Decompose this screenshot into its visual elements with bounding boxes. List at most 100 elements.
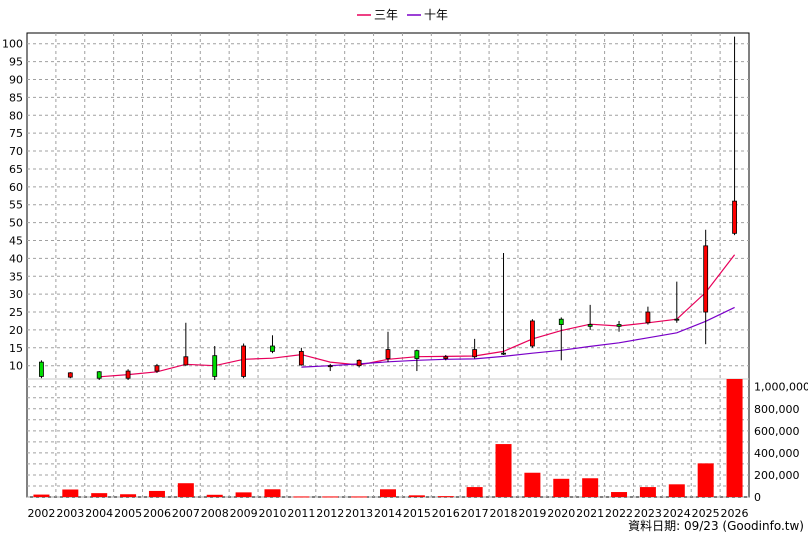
candle-body <box>183 356 189 366</box>
price-tick-label: 80 <box>9 109 23 122</box>
candle-body <box>443 356 449 359</box>
candle-body <box>385 349 391 359</box>
year-tick-label: 2017 <box>461 507 489 520</box>
volume-tick-label: 200,000 <box>754 469 800 482</box>
candle-body <box>356 359 362 367</box>
price-tick-label: 65 <box>9 163 23 176</box>
year-tick-label: 2011 <box>287 507 315 520</box>
year-tick-label: 2004 <box>85 507 113 520</box>
volume-bar <box>148 490 165 497</box>
year-tick-label: 2019 <box>518 507 546 520</box>
candle-body <box>674 318 680 321</box>
year-tick-label: 2012 <box>316 507 344 520</box>
price-tick-label: 10 <box>9 360 23 373</box>
volume-bar <box>553 478 570 497</box>
year-tick-label: 2018 <box>490 507 518 520</box>
candle-body <box>212 355 218 377</box>
price-tick-label: 30 <box>9 288 23 301</box>
volume-bar <box>524 472 541 497</box>
candle-body <box>703 245 709 313</box>
data-date-footer: 資料日期: 09/23 (Goodinfo.tw) <box>628 519 804 533</box>
year-tick-label: 2021 <box>576 507 604 520</box>
candle-body <box>645 311 651 324</box>
volume-bar <box>408 495 425 497</box>
volume-bar <box>33 494 50 497</box>
candle-body <box>154 365 160 372</box>
volume-bar <box>668 484 685 497</box>
volume-bar <box>206 494 223 497</box>
volume-bar <box>726 379 743 497</box>
price-tick-label: 55 <box>9 199 23 212</box>
candle-body <box>125 370 131 379</box>
volume-bar <box>120 494 137 497</box>
candle-body <box>298 350 304 366</box>
volume-bar <box>177 483 194 497</box>
ma-ten-year-line <box>301 306 735 368</box>
volume-bar <box>495 444 512 497</box>
volume-bar <box>437 496 454 498</box>
volume-tick-label: 0 <box>754 491 761 504</box>
candle-body <box>732 200 737 234</box>
price-tick-label: 15 <box>9 342 23 355</box>
price-tick-label: 50 <box>9 217 23 230</box>
legend-label-ten-year: 十年 <box>424 8 448 22</box>
year-axis: 2002 2003 2004 2005 2006 2007 2008 2009 2010 2011… <box>27 507 748 520</box>
volume-bar <box>351 496 368 498</box>
volume-bar <box>639 487 656 497</box>
volume-tick-label: 1,000,000 <box>754 381 808 394</box>
year-tick-label: 2023 <box>634 507 662 520</box>
candle-body <box>472 349 478 358</box>
price-tick-label: 25 <box>9 306 23 319</box>
price-tick-label: 95 <box>9 56 23 69</box>
volume-tick-label: 400,000 <box>754 447 800 460</box>
candle-body <box>530 320 535 347</box>
year-tick-label: 2006 <box>143 507 171 520</box>
year-tick-label: 2013 <box>345 507 373 520</box>
candle-body <box>39 361 44 377</box>
year-tick-label: 2010 <box>258 507 286 520</box>
price-tick-label: 70 <box>9 145 23 158</box>
price-tick-label: 40 <box>9 252 23 265</box>
price-tick-label: 20 <box>9 324 23 337</box>
volume-bar <box>380 489 396 497</box>
volume-bar <box>582 478 599 497</box>
price-tick-label: 60 <box>9 181 23 194</box>
volume-bar <box>293 496 310 498</box>
volume-bar <box>264 489 281 497</box>
price-tick-label: 45 <box>9 234 23 247</box>
year-tick-label: 2020 <box>547 507 575 520</box>
candle-body <box>501 352 506 355</box>
candle-body <box>96 371 102 379</box>
year-tick-label: 2007 <box>172 507 200 520</box>
volume-bar <box>322 496 339 498</box>
year-tick-label: 2016 <box>432 507 460 520</box>
year-tick-label: 2024 <box>663 507 691 520</box>
candle-body <box>587 324 593 327</box>
plot-frame <box>26 32 750 498</box>
grid <box>27 33 749 498</box>
year-tick-label: 2005 <box>114 507 142 520</box>
volume-tick-label: 600,000 <box>754 425 800 438</box>
candle-body <box>558 318 564 325</box>
candle-body <box>67 372 73 378</box>
volume-bar <box>91 493 108 497</box>
candles <box>39 36 737 380</box>
year-tick-label: 2003 <box>56 507 84 520</box>
volume-bar <box>697 463 714 497</box>
price-tick-label: 75 <box>9 127 23 140</box>
volume-axis: 0 200,000 400,000 600,000 800,000 1,000,000 <box>754 381 808 504</box>
candle-body <box>327 365 333 368</box>
year-tick-label: 2009 <box>230 507 258 520</box>
year-tick-label: 2015 <box>403 507 431 520</box>
price-tick-label: 35 <box>9 270 23 283</box>
candle-body <box>414 350 420 359</box>
price-tick-label: 85 <box>9 91 23 104</box>
price-tick-label: 100 <box>2 38 23 51</box>
year-tick-label: 2014 <box>374 507 402 520</box>
legend: 三年 十年 <box>357 8 448 22</box>
year-tick-label: 2002 <box>27 507 55 520</box>
year-tick-label: 2025 <box>692 507 720 520</box>
volume-bar <box>235 492 252 497</box>
volume-bar <box>466 487 483 497</box>
